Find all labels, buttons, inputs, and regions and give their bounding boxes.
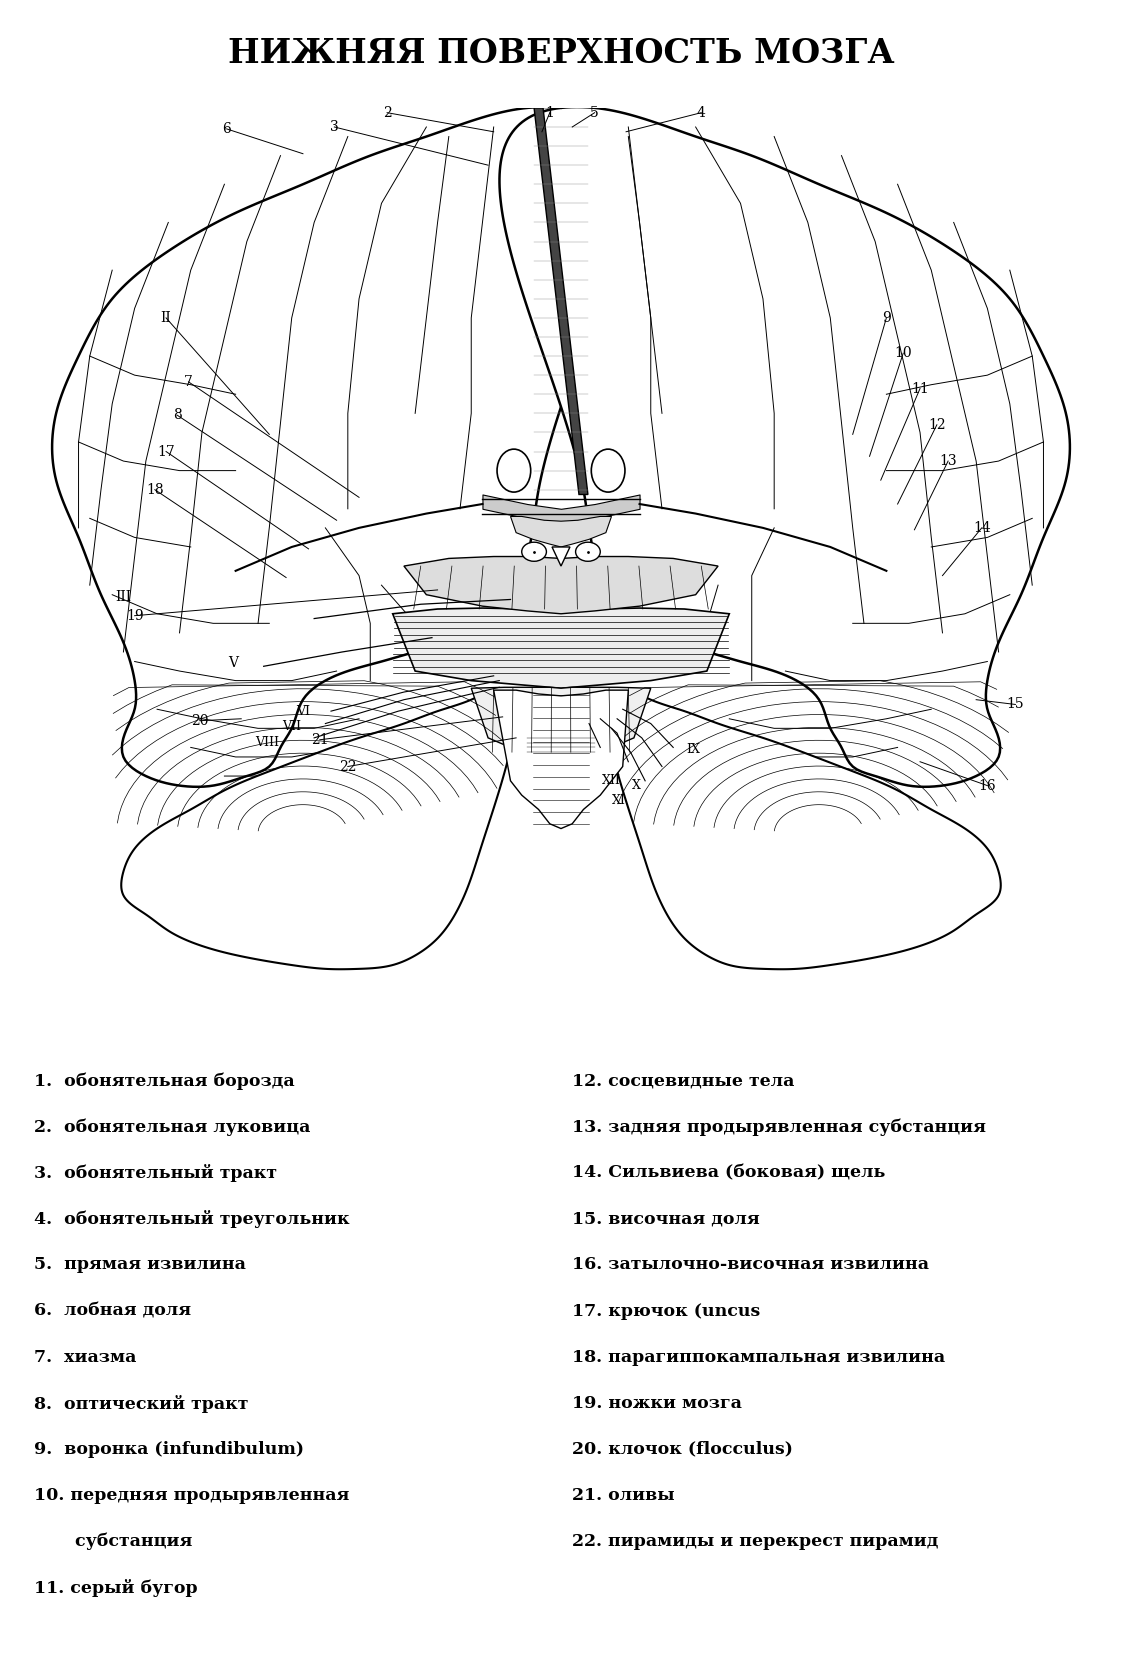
Ellipse shape — [591, 450, 625, 491]
Text: 4: 4 — [697, 106, 706, 120]
Text: 16: 16 — [978, 779, 996, 792]
Text: 20. клочок (flocculus): 20. клочок (flocculus) — [572, 1441, 793, 1457]
Text: 4.  обонятельный треугольник: 4. обонятельный треугольник — [34, 1210, 349, 1228]
Text: 19: 19 — [126, 609, 144, 622]
Text: 15. височная доля: 15. височная доля — [572, 1210, 760, 1227]
Text: 3: 3 — [330, 120, 339, 134]
Ellipse shape — [576, 543, 600, 561]
Text: 14. Сильвиева (боковая) щель: 14. Сильвиева (боковая) щель — [572, 1164, 885, 1182]
Text: 12: 12 — [928, 418, 946, 432]
Polygon shape — [471, 687, 651, 755]
Text: 19. ножки мозга: 19. ножки мозга — [572, 1394, 742, 1411]
Text: 16. затылочно-височная извилина: 16. затылочно-височная извилина — [572, 1257, 929, 1273]
Polygon shape — [393, 608, 729, 689]
Text: 5: 5 — [590, 106, 599, 120]
Text: 11. серый бугор: 11. серый бугор — [34, 1579, 197, 1597]
Polygon shape — [552, 546, 570, 566]
Text: VIII: VIII — [255, 735, 279, 749]
Text: 18: 18 — [146, 483, 164, 496]
Text: субстанция: субстанция — [45, 1532, 192, 1550]
Text: 17: 17 — [157, 445, 175, 458]
Text: 12. сосцевидные тела: 12. сосцевидные тела — [572, 1072, 794, 1089]
Text: 14: 14 — [973, 521, 991, 535]
Text: 5.  прямая извилина: 5. прямая извилина — [34, 1257, 246, 1273]
Text: 1: 1 — [545, 106, 554, 120]
Polygon shape — [121, 689, 516, 969]
Text: 2.  обонятельная луковица: 2. обонятельная луковица — [34, 1119, 310, 1135]
Text: V: V — [229, 656, 238, 671]
Ellipse shape — [497, 450, 531, 491]
Text: XII: XII — [603, 774, 620, 787]
Text: 22. пирамиды и перекрест пирамид: 22. пирамиды и перекрест пирамид — [572, 1532, 939, 1550]
Text: IX: IX — [687, 742, 700, 755]
Polygon shape — [404, 556, 718, 614]
Text: XI: XI — [613, 795, 626, 807]
Text: VII: VII — [283, 720, 301, 734]
Text: 17. крючок (uncus: 17. крючок (uncus — [572, 1303, 761, 1320]
Text: 18. парагиппокампальная извилина: 18. парагиппокампальная извилина — [572, 1348, 946, 1366]
Text: 2: 2 — [383, 106, 392, 120]
Polygon shape — [52, 106, 623, 787]
Text: III: III — [116, 589, 131, 604]
Polygon shape — [534, 108, 588, 495]
Text: 10: 10 — [894, 347, 912, 360]
Text: 7: 7 — [184, 375, 193, 388]
Text: 22: 22 — [339, 760, 357, 774]
Text: 7.  хиазма: 7. хиазма — [34, 1348, 136, 1366]
Text: 20: 20 — [191, 714, 209, 727]
Text: 3.  обонятельный тракт: 3. обонятельный тракт — [34, 1164, 277, 1182]
Text: 1.  обонятельная борозда: 1. обонятельная борозда — [34, 1072, 294, 1089]
Text: 21. оливы: 21. оливы — [572, 1487, 674, 1504]
Text: 11: 11 — [911, 382, 929, 395]
Text: 6: 6 — [222, 121, 231, 136]
Text: 8.  оптический тракт: 8. оптический тракт — [34, 1394, 248, 1413]
Polygon shape — [499, 106, 1070, 787]
Text: 10. передняя продырявленная: 10. передняя продырявленная — [34, 1487, 349, 1504]
Ellipse shape — [522, 543, 546, 561]
Text: VI: VI — [296, 704, 310, 717]
Text: НИЖНЯЯ ПОВЕРХНОСТЬ МОЗГА: НИЖНЯЯ ПОВЕРХНОСТЬ МОЗГА — [228, 38, 894, 70]
Text: 6.  лобная доля: 6. лобная доля — [34, 1303, 191, 1320]
Polygon shape — [606, 689, 1001, 969]
Text: 13. задняя продырявленная субстанция: 13. задняя продырявленная субстанция — [572, 1119, 986, 1135]
Polygon shape — [511, 516, 611, 546]
Text: 8: 8 — [173, 408, 182, 422]
Text: 13: 13 — [939, 455, 957, 468]
Text: 9.  воронка (infundibulum): 9. воронка (infundibulum) — [34, 1441, 304, 1457]
Text: II: II — [160, 310, 172, 325]
Text: X: X — [632, 779, 641, 792]
Polygon shape — [494, 691, 628, 828]
Text: 21: 21 — [311, 732, 329, 747]
Text: 9: 9 — [882, 310, 891, 325]
Text: 15: 15 — [1006, 697, 1024, 712]
